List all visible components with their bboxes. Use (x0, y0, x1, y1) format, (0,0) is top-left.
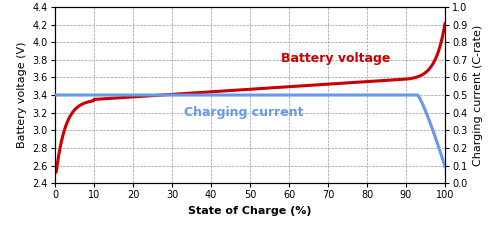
Y-axis label: Charging current (C-rate): Charging current (C-rate) (473, 25, 483, 166)
Text: Battery voltage: Battery voltage (281, 52, 390, 65)
Y-axis label: Battery voltage (V): Battery voltage (V) (17, 42, 27, 148)
X-axis label: State of Charge (%): State of Charge (%) (188, 206, 312, 216)
Text: Charging current: Charging current (184, 106, 303, 119)
